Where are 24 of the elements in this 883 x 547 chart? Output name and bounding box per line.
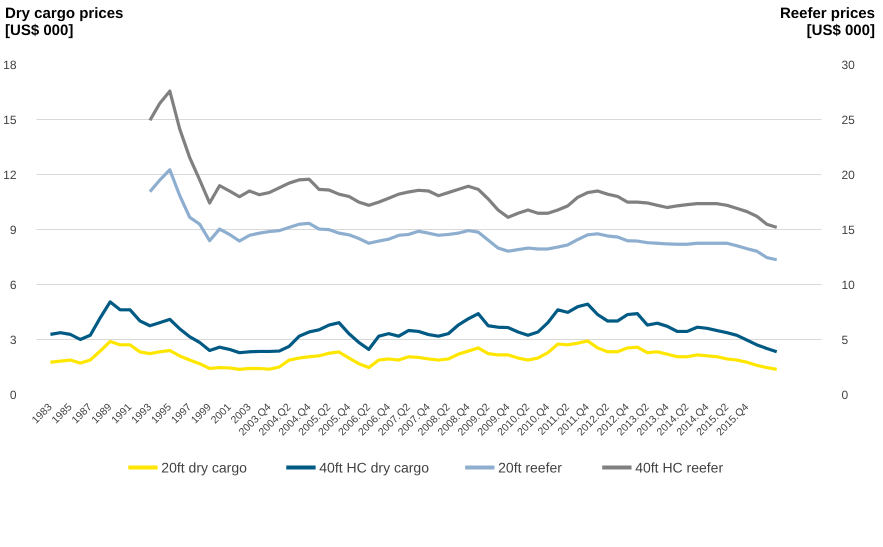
y2-tick-label: 5	[842, 333, 848, 347]
y-tick-label: 15	[3, 113, 17, 127]
line-series	[48, 300, 778, 354]
y2-tick-label: 20	[842, 168, 856, 182]
y-tick-label: 9	[10, 223, 17, 237]
y-tick-label: 6	[10, 278, 17, 292]
legend-label: 40ft HC reefer	[635, 460, 724, 476]
line-series	[148, 90, 778, 230]
y2-tick-label: 25	[842, 113, 856, 127]
y-tick-label: 3	[10, 333, 17, 347]
line-series	[48, 339, 778, 371]
legend-label: 20ft dry cargo	[161, 460, 248, 476]
legend-label: 40ft HC dry cargo	[319, 460, 430, 476]
line-series	[148, 168, 778, 262]
y2-tick-label: 15	[842, 223, 856, 237]
legend-label: 20ft reefer	[498, 460, 562, 476]
y-tick-label: 0	[10, 388, 17, 402]
y-axis-title: Dry cargo prices [US$ 000]	[5, 5, 124, 40]
y2-tick-label: 0	[842, 388, 848, 402]
y2-tick-label: 10	[842, 278, 856, 292]
y-tick-label: 12	[3, 168, 17, 182]
y2-axis-title: Reefer prices [US$ 000]	[780, 5, 875, 40]
y2-tick-label: 30	[842, 58, 856, 72]
y-tick-label: 18	[3, 58, 17, 72]
